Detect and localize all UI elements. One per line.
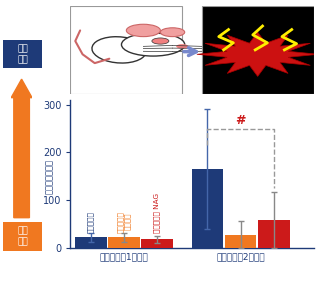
Circle shape bbox=[152, 38, 169, 44]
Text: 記憶
悪化: 記憶 悪化 bbox=[17, 227, 28, 247]
Text: 健常マウス: 健常マウス bbox=[87, 211, 94, 233]
Text: 老化マウス NAG: 老化マウス NAG bbox=[154, 193, 160, 233]
Text: #: # bbox=[236, 115, 246, 127]
Polygon shape bbox=[197, 32, 318, 76]
Text: 反応潜時（秒）: 反応潜時（秒） bbox=[45, 159, 54, 194]
FancyBboxPatch shape bbox=[202, 6, 314, 94]
Circle shape bbox=[176, 44, 188, 48]
Bar bbox=[258, 220, 290, 248]
Bar bbox=[192, 169, 223, 248]
Circle shape bbox=[160, 28, 185, 36]
FancyBboxPatch shape bbox=[1, 38, 44, 70]
Text: 老化マウス
プラセボ: 老化マウス プラセボ bbox=[117, 211, 131, 233]
Circle shape bbox=[126, 24, 160, 36]
FancyBboxPatch shape bbox=[70, 6, 182, 94]
Bar bbox=[225, 235, 256, 248]
Text: 記憶
改善: 記憶 改善 bbox=[17, 44, 28, 64]
Ellipse shape bbox=[92, 37, 146, 63]
FancyArrow shape bbox=[11, 79, 32, 218]
Bar bbox=[141, 239, 173, 248]
Bar bbox=[108, 237, 140, 248]
FancyBboxPatch shape bbox=[1, 221, 44, 252]
Bar bbox=[75, 237, 107, 248]
Circle shape bbox=[122, 33, 185, 56]
